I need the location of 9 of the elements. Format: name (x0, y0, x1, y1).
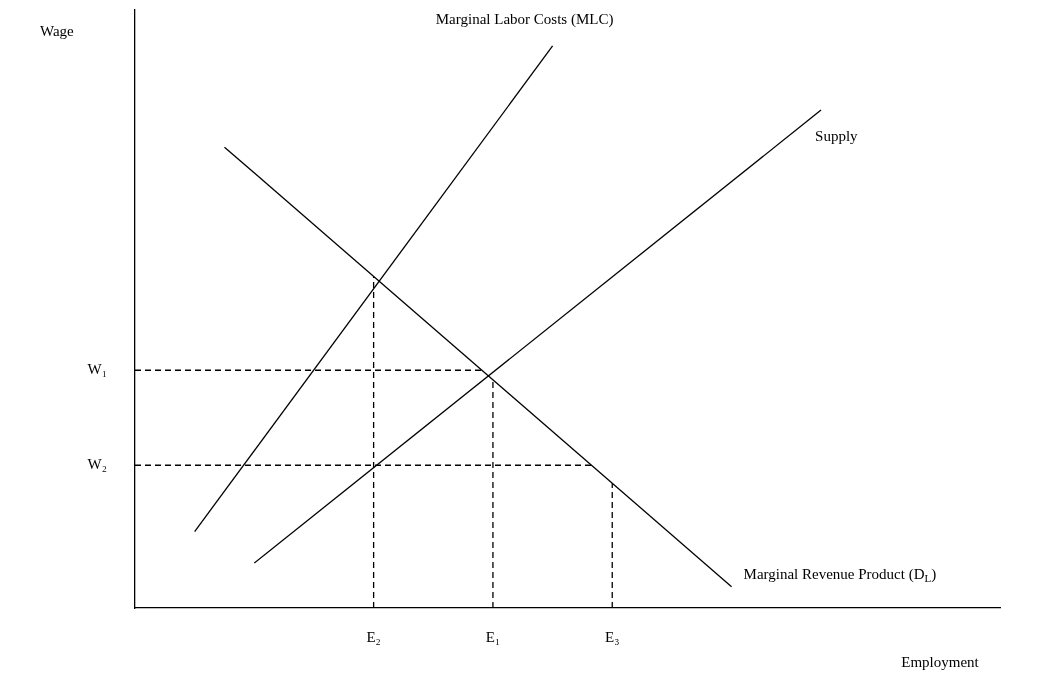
x-axis-title: Employment (901, 653, 980, 670)
series-label: Supply (815, 127, 859, 144)
ref-line-label: W₁ (87, 361, 107, 378)
x-tick-label: E₂ (366, 628, 381, 645)
ref-line-label: W₂ (87, 456, 107, 473)
x-tick-label: E₁ (485, 628, 501, 645)
x-tick-label: E₃ (605, 628, 620, 645)
y-axis-title: Wage (40, 22, 75, 39)
text: Marginal Labor Costs (MLC) (435, 10, 614, 28)
